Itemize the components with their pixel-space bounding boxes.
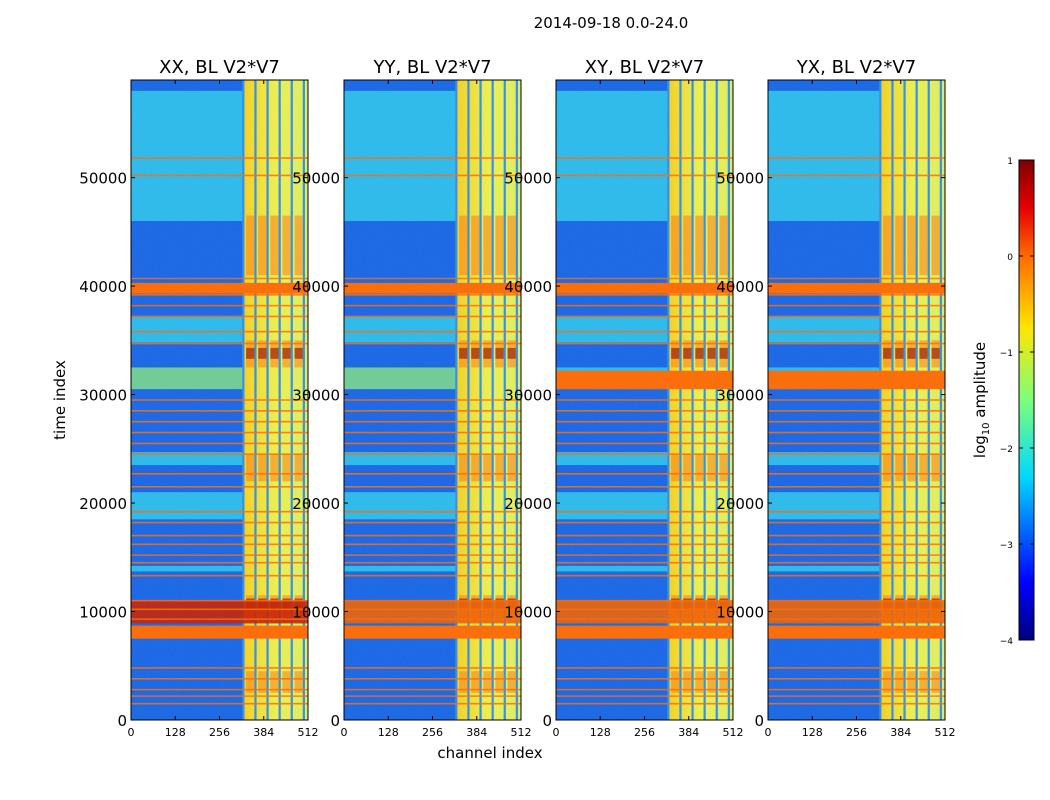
- y-tick-label: 40000: [79, 278, 127, 296]
- panel-yx: YX, BL V2*V7 0 128 256 384 512 0 10000 20000 3000…: [716, 57, 955, 739]
- y-tick-label: 20000: [79, 495, 127, 513]
- x-tick-label: 512: [298, 726, 319, 739]
- y-tick-label: 0: [754, 712, 764, 730]
- colorbar-tick-label: 0: [1007, 253, 1013, 263]
- panel-xx: XX, BL V2*V7 0 128 256 384 512 0 10000 20000 3000…: [79, 57, 318, 739]
- y-tick-label: 40000: [504, 278, 552, 296]
- x-tick-label: 512: [935, 726, 956, 739]
- panel-plot-area: [344, 80, 521, 720]
- colorbar-tick-label: −2: [1000, 445, 1013, 455]
- y-tick-label: 10000: [79, 604, 127, 622]
- panel-title: YX, BL V2*V7: [796, 57, 916, 78]
- y-tick-label: 30000: [292, 387, 340, 405]
- colorbar-label: log10 amplitude: [971, 342, 992, 458]
- y-axis-label: time index: [51, 360, 69, 440]
- y-tick-label: 30000: [79, 387, 127, 405]
- texture: [131, 80, 308, 720]
- y-tick-label: 50000: [716, 170, 764, 188]
- colorbar-tick-label: −1: [1000, 349, 1013, 359]
- x-tick-label: 128: [590, 726, 611, 739]
- y-tick-label: 50000: [292, 170, 340, 188]
- x-tick-label: 384: [678, 726, 699, 739]
- panel-plot-area: [556, 80, 733, 720]
- y-tick-label: 50000: [504, 170, 552, 188]
- heatmap-panels: XX, BL V2*V7 0 128 256 384 512 0 10000 20000 3000…: [79, 57, 955, 739]
- texture: [768, 80, 945, 720]
- x-axis-label: channel index: [437, 744, 542, 762]
- x-tick-label: 0: [128, 726, 135, 739]
- colorbar-gradient: [1018, 159, 1035, 641]
- y-tick-label: 30000: [716, 387, 764, 405]
- colorbar-ticks: 1 0 −1 −2 −3 −4: [1000, 157, 1034, 647]
- y-tick-label: 20000: [504, 495, 552, 513]
- panel-xy: XY, BL V2*V7 0 128 256 384 512 0 10000 20000 3000…: [504, 57, 743, 739]
- y-tick-label: 20000: [716, 495, 764, 513]
- y-tick-label: 20000: [292, 495, 340, 513]
- y-tick-label: 40000: [716, 278, 764, 296]
- panel-title: YY, BL V2*V7: [372, 57, 491, 78]
- x-tick-label: 256: [634, 726, 655, 739]
- x-tick-label: 256: [422, 726, 443, 739]
- colorbar-tick-label: −3: [1000, 541, 1013, 551]
- panel-title: XY, BL V2*V7: [585, 57, 704, 78]
- x-tick-label: 128: [378, 726, 399, 739]
- colorbar-label-sub: 10: [981, 422, 992, 435]
- x-tick-label: 512: [723, 726, 744, 739]
- colorbar: 10−1−2−3−4 log10 amplitude: [971, 157, 1035, 647]
- panel-plot-area: [768, 80, 945, 720]
- y-tick-label: 0: [330, 712, 340, 730]
- y-tick-label: 10000: [716, 604, 764, 622]
- x-tick-label: 384: [253, 726, 274, 739]
- x-tick-label: 128: [802, 726, 823, 739]
- x-tick-label: 0: [765, 726, 772, 739]
- x-tick-label: 128: [165, 726, 186, 739]
- y-tick-label: 30000: [504, 387, 552, 405]
- colorbar-tick-label: −4: [1000, 637, 1014, 647]
- x-tick-label: 0: [341, 726, 348, 739]
- y-tick-label: 40000: [292, 278, 340, 296]
- x-tick-label: 0: [553, 726, 560, 739]
- colorbar-tick-label: 1: [1007, 157, 1013, 167]
- texture: [556, 80, 733, 720]
- colorbar-label-prefix: log: [971, 435, 989, 458]
- x-tick-label: 384: [466, 726, 487, 739]
- colorbar-label-suffix: amplitude: [971, 342, 989, 423]
- x-tick-label: 512: [511, 726, 532, 739]
- panel-yy: YY, BL V2*V7 0 128 256 384 512 0 10000 20000 3000…: [292, 57, 531, 739]
- texture: [344, 80, 521, 720]
- panel-title: XX, BL V2*V7: [159, 57, 280, 78]
- x-tick-label: 256: [209, 726, 230, 739]
- x-tick-label: 384: [890, 726, 911, 739]
- y-tick-label: 10000: [292, 604, 340, 622]
- panel-plot-area: [131, 80, 308, 720]
- y-tick-label: 0: [542, 712, 552, 730]
- x-tick-label: 256: [846, 726, 867, 739]
- y-tick-label: 10000: [504, 604, 552, 622]
- y-tick-label: 50000: [79, 170, 127, 188]
- figure-suptitle: 2014-09-18 0.0-24.0: [534, 14, 689, 32]
- y-tick-label: 0: [117, 712, 127, 730]
